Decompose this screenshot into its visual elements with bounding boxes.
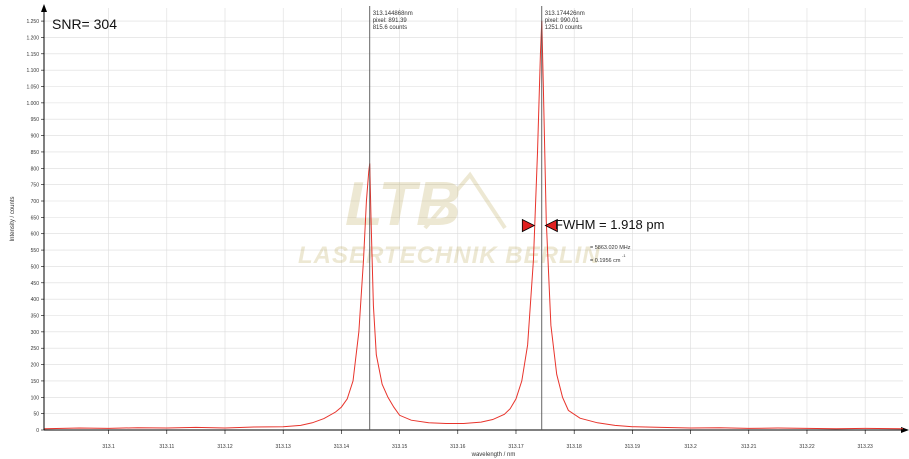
y-tick-label: 1.150	[26, 52, 39, 58]
cursor-readout-text: 1251.0 counts	[545, 25, 583, 31]
fwhm-label: FWHM = 1.918 pm	[555, 217, 664, 232]
watermark-company-text: LASERTECHNIK BERLIN	[298, 242, 601, 269]
y-tick-label: 1.200	[26, 35, 39, 41]
x-tick-label: 313.23	[858, 444, 874, 450]
y-tick-label: 1.000	[26, 101, 39, 107]
y-tick-label: 50	[33, 412, 39, 418]
cursor-readout-text: 313.144868nm	[373, 11, 413, 17]
x-tick-label: 313.16	[450, 444, 466, 450]
fwhm-frequency: = 5863.020 MHz	[590, 245, 631, 251]
y-tick-label: 1.250	[26, 19, 39, 25]
y-tick-label: 200	[31, 363, 40, 369]
y-tick-label: 1.050	[26, 85, 39, 91]
cursor-readout-text: pixel: 891.39	[373, 18, 408, 24]
x-tick-label: 313.11	[159, 444, 174, 450]
y-tick-label: 500	[31, 264, 40, 270]
y-tick-label: 800	[31, 166, 40, 172]
x-tick-label: 313.14	[334, 444, 350, 450]
y-tick-label: 150	[31, 379, 40, 385]
y-tick-label: 450	[31, 281, 40, 287]
x-tick-label: 313.2	[684, 444, 697, 450]
y-tick-label: 700	[31, 199, 40, 205]
snr-label: SNR= 304	[52, 16, 117, 32]
y-tick-label: 100	[31, 395, 40, 401]
y-tick-label: 850	[31, 150, 40, 156]
y-tick-label: 250	[31, 346, 40, 352]
y-axis-label: Intensity / counts	[10, 196, 16, 241]
x-tick-label: 313.18	[567, 444, 583, 450]
x-tick-label: 313.21	[741, 444, 757, 450]
fwhm-wavenumber: = 0.1956 cm	[590, 258, 621, 264]
x-tick-label: 313.13	[276, 444, 292, 450]
y-tick-label: 650	[31, 215, 40, 221]
y-tick-label: 400	[31, 297, 40, 303]
x-tick-label: 313.12	[217, 444, 233, 450]
y-tick-label: 300	[31, 330, 40, 336]
x-tick-label: 313.17	[508, 444, 524, 450]
y-tick-label: 1.100	[26, 68, 39, 74]
y-tick-label: 750	[31, 183, 40, 189]
cursor-readout-text: 313.174426nm	[545, 11, 585, 17]
y-tick-label: 950	[31, 117, 40, 123]
y-tick-label: 600	[31, 232, 40, 238]
cursor-readout-text: pixel: 990.01	[545, 18, 580, 24]
y-tick-label: 350	[31, 314, 40, 320]
x-tick-label: 313.15	[392, 444, 408, 450]
x-tick-label: 313.1	[102, 444, 115, 450]
x-tick-label: 313.22	[799, 444, 815, 450]
y-tick-label: 550	[31, 248, 40, 254]
x-axis-label: wavelength / nm	[471, 452, 516, 458]
y-tick-label: 900	[31, 134, 40, 140]
cursor-readout-text: 815.6 counts	[373, 25, 407, 31]
x-tick-label: 313.19	[625, 444, 641, 450]
y-tick-label: 0	[36, 428, 39, 434]
